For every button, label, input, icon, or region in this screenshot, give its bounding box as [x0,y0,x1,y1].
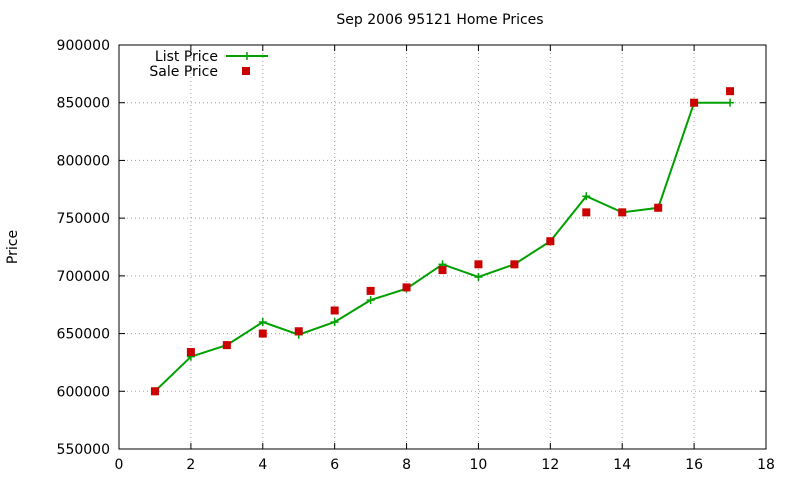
x-tick-label: 2 [186,457,195,473]
y-tick-label: 850000 [57,96,110,112]
sale-price-point [654,203,663,212]
list-price-point [330,318,339,327]
y-axis-tick-labels: 550000 600000 650000 700000 750000 800000 8500… [57,38,110,458]
sale-price-point [222,341,231,350]
x-tick-label: 12 [541,457,559,473]
chart-title: Sep 2006 95121 Home Prices [336,12,544,28]
legend-swatch-marker [242,67,250,75]
sale-price-point [258,329,267,338]
x-tick-label: 0 [115,457,124,473]
y-tick-label: 900000 [57,38,110,54]
list-price-series [150,98,735,396]
sale-price-point [366,286,375,295]
legend-swatch-marker [243,52,251,60]
legend-label: Sale Price [149,64,218,80]
sale-price-series [150,87,735,396]
y-axis-label: Price [5,230,21,264]
y-tick-label: 800000 [57,153,110,169]
x-tick-label: 16 [685,457,703,473]
sale-price-point [186,348,195,357]
x-tick-label: 4 [258,457,267,473]
y-tick-label: 600000 [57,384,110,400]
sale-price-point [546,237,555,246]
series-layer [150,87,735,396]
sale-price-point [294,327,303,336]
sale-price-point [618,208,627,217]
sale-price-point [510,260,519,269]
x-tick-label: 14 [613,457,631,473]
sale-price-point [690,98,699,107]
y-tick-label: 700000 [57,269,110,285]
axis-ticks [118,44,767,450]
y-tick-label: 650000 [57,327,110,343]
sale-price-point [330,306,339,315]
sale-price-point [582,208,591,217]
legend-label: List Price [155,49,218,65]
x-tick-label: 10 [470,457,488,473]
x-axis-tick-labels: 0 2 4 6 8 10 12 14 16 18 [115,457,775,473]
list-price-point [258,318,267,327]
sale-price-point [726,87,735,96]
list-price-point [726,98,735,107]
list-price-point [582,192,591,201]
sale-price-point [402,283,411,292]
grid [119,45,766,449]
x-tick-label: 18 [757,457,775,473]
plot-border [118,44,767,450]
list-price-point [366,296,375,305]
sale-price-point [150,387,159,396]
x-tick-label: 6 [330,457,339,473]
x-tick-label: 8 [402,457,411,473]
y-tick-label: 750000 [57,211,110,227]
sale-price-point [474,260,483,269]
list-price-point [474,273,483,282]
y-tick-label: 550000 [57,442,110,458]
sale-price-point [438,266,447,275]
list-price-line [154,101,731,393]
